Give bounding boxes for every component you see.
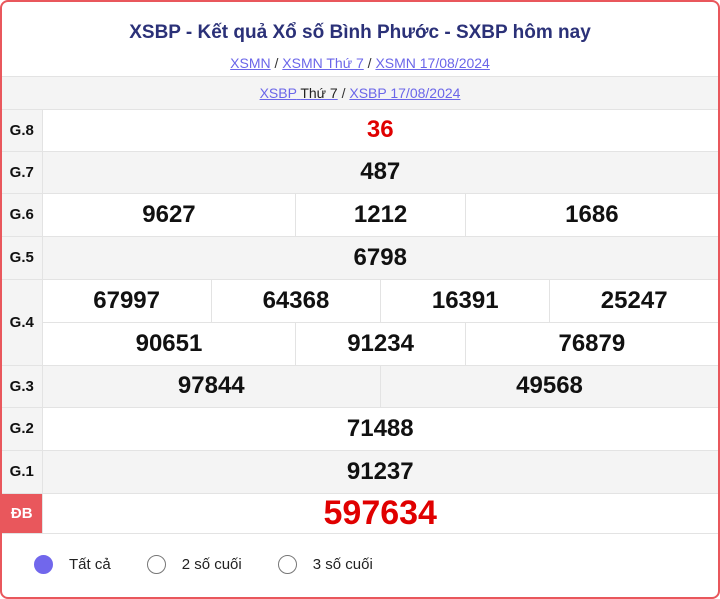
radio-label: 2 số cuối [181, 555, 242, 573]
radio-label: 3 số cuối [312, 555, 373, 573]
value-g4: 64368 [210, 279, 381, 323]
radio-last2[interactable]: 2 số cuối [146, 554, 242, 574]
radio-unchecked-icon[interactable] [146, 554, 166, 574]
value-db: 597634 [42, 493, 718, 534]
value-g6: 1686 [464, 193, 718, 237]
row-g7: G.7 487 [2, 151, 718, 194]
radio-unchecked-icon[interactable] [277, 554, 297, 574]
value-g4: 25247 [549, 279, 718, 323]
radio-all[interactable]: Tất cả [34, 554, 111, 574]
row-g3: G.3 97844 49568 [2, 365, 718, 408]
value-g4: 90651 [42, 322, 296, 366]
link-xsmn-date[interactable]: XSMN 17/08/2024 [375, 55, 490, 71]
page-title: XSBP - Kết quả Xổ số Bình Phước - SXBP h… [129, 22, 591, 43]
breadcrumb: XSMN / XSMN Thứ 7 / XSMN 17/08/2024 [230, 55, 490, 71]
header: XSBP - Kết quả Xổ số Bình Phước - SXBP h… [2, 2, 718, 77]
label-g6: G.6 [2, 193, 43, 237]
row-g6: G.6 9627 1212 1686 [2, 193, 718, 237]
row-g1: G.1 91237 [2, 450, 718, 494]
row-g8: G.8 36 [2, 110, 718, 152]
link-xsbp-date[interactable]: XSBP 17/08/2024 [349, 85, 461, 101]
value-g6: 1212 [295, 193, 466, 237]
label-g8: G.8 [2, 110, 43, 152]
value-g3: 97844 [42, 365, 381, 408]
value-g8: 36 [42, 110, 718, 152]
value-g3: 49568 [380, 365, 718, 408]
value-g1: 91237 [42, 450, 718, 494]
value-g4: 91234 [295, 322, 466, 366]
label-g3: G.3 [2, 365, 43, 408]
radio-label: Tất cả [69, 555, 111, 573]
value-g4: 76879 [464, 322, 718, 366]
value-g2: 71488 [42, 407, 718, 451]
row-g4b: 90651 91234 76879 [2, 322, 718, 366]
link-xsmn-thu7[interactable]: XSMN Thứ 7 [282, 55, 364, 71]
digit-filter: Tất cả 2 số cuối 3 số cuối [2, 534, 718, 574]
radio-checked-icon[interactable] [34, 554, 53, 574]
value-g7: 487 [42, 151, 718, 194]
row-g4: G.4 67997 64368 16391 25247 [2, 279, 718, 366]
row-db: ĐB 597634 [2, 493, 718, 534]
link-xsmn[interactable]: XSMN [230, 55, 271, 71]
radio-last3[interactable]: 3 số cuối [277, 554, 373, 574]
row-g5: G.5 6798 [2, 236, 718, 280]
link-xsbp[interactable]: XSBP Thứ 7 [259, 85, 338, 101]
label-db: ĐB [2, 493, 43, 534]
label-g1: G.1 [2, 450, 43, 494]
value-g5: 6798 [42, 236, 718, 280]
label-g7: G.7 [2, 151, 43, 194]
sub-nav: XSBP Thứ 7 / XSBP 17/08/2024 [2, 77, 718, 110]
value-g4: 16391 [380, 279, 550, 323]
label-g2: G.2 [2, 407, 43, 451]
value-g6: 9627 [42, 193, 296, 237]
results-table: G.8 36 G.7 487 G.6 9627 1212 1686 G.5 6798 G.4… [2, 110, 718, 534]
label-g4: G.4 [2, 279, 43, 366]
row-g2: G.2 71488 [2, 407, 718, 451]
value-g4: 67997 [42, 279, 212, 323]
label-g5: G.5 [2, 236, 43, 280]
